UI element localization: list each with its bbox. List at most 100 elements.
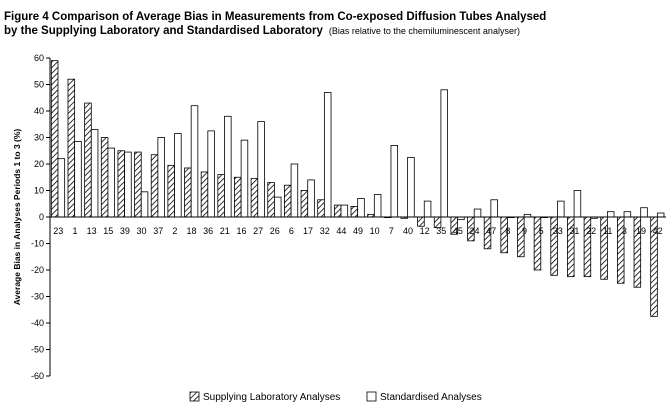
x-tick-label: 27 xyxy=(253,226,263,236)
bar-standardised xyxy=(107,147,116,218)
chart-title-line1: Figure 4 Comparison of Average Bias in M… xyxy=(4,11,547,23)
bar-supplying-lab xyxy=(217,174,225,218)
x-tick-label: 9 xyxy=(522,226,527,236)
x-tick-label: 40 xyxy=(403,226,413,236)
y-tick-label: -60 xyxy=(31,371,44,381)
bar-standardised xyxy=(290,163,299,218)
bar-standardised xyxy=(307,179,315,218)
chart-title: Figure 4 Comparison of Average Bias in M… xyxy=(4,10,546,38)
bar-standardised xyxy=(490,199,498,218)
bar-standardised xyxy=(357,198,365,218)
bar-standardised xyxy=(607,211,615,218)
bar-standardised xyxy=(207,130,215,218)
bar-supplying-lab xyxy=(267,182,275,218)
x-tick-label: 30 xyxy=(137,226,147,236)
x-tick-label: 24 xyxy=(470,226,480,236)
x-tick-label: 10 xyxy=(370,226,380,236)
bar-standardised xyxy=(423,200,432,218)
x-tick-label: 7 xyxy=(389,226,394,236)
y-tick-label: 60 xyxy=(34,53,44,63)
y-tick-label: 50 xyxy=(34,80,44,90)
bar-supplying-lab xyxy=(150,154,159,218)
x-tick-label: 6 xyxy=(289,226,294,236)
chart-title-line2-text: by the Supplying Laboratory and Standard… xyxy=(4,25,323,37)
bar-standardised xyxy=(373,194,382,218)
y-tick-label: -10 xyxy=(31,239,44,249)
bar-standardised xyxy=(473,208,482,218)
bar-supplying-lab xyxy=(134,151,142,218)
bar-standardised xyxy=(557,200,565,218)
bar-standardised xyxy=(157,137,165,218)
x-tick-label: 16 xyxy=(236,226,246,236)
x-tick-label: 26 xyxy=(270,226,280,236)
bar-supplying-lab xyxy=(317,199,325,218)
bar-supplying-lab xyxy=(333,204,342,218)
x-tick-label: 12 xyxy=(420,226,430,236)
bar-standardised xyxy=(390,145,399,218)
x-tick-label: 13 xyxy=(87,226,97,236)
bar-standardised xyxy=(174,133,182,218)
x-tick-label: 44 xyxy=(336,226,346,236)
y-tick-label: -40 xyxy=(31,318,44,328)
x-tick-label: 21 xyxy=(220,226,230,236)
bar-supplying-lab xyxy=(417,216,425,227)
x-tick-label: 47 xyxy=(486,226,496,236)
x-tick-label: 37 xyxy=(153,226,163,236)
bar-supplying-lab xyxy=(284,184,292,218)
x-tick-label: 39 xyxy=(120,226,130,236)
bar-standardised xyxy=(74,141,82,218)
bar-supplying-lab xyxy=(100,137,109,218)
bar-supplying-lab xyxy=(350,205,359,218)
x-tick-label: 33 xyxy=(553,226,563,236)
bar-standardised xyxy=(623,211,632,218)
x-tick-label: 18 xyxy=(187,226,197,236)
legend-label-standardised: Standardised Analyses xyxy=(380,392,482,403)
bar-supplying-lab xyxy=(300,190,309,218)
x-tick-label: 15 xyxy=(103,226,113,236)
y-tick-label: -50 xyxy=(31,345,44,355)
bar-standardised xyxy=(640,207,648,218)
x-tick-label: 17 xyxy=(303,226,313,236)
chart-subtitle: (Bias relative to the chemiluminescent a… xyxy=(328,26,520,36)
bar-standardised xyxy=(440,89,448,218)
bar-supplying-lab xyxy=(167,164,175,218)
x-tick-label: 23 xyxy=(53,226,63,236)
x-tick-label: 2 xyxy=(172,226,177,236)
x-tick-label: 3 xyxy=(622,226,627,236)
y-axis-title: Average Bias in Analyses Periods 1 to 3 … xyxy=(12,129,22,306)
bar-supplying-lab xyxy=(517,216,525,258)
bar-supplying-lab xyxy=(67,78,76,218)
bar-standardised xyxy=(140,191,149,218)
bar-standardised xyxy=(190,105,199,218)
x-tick-label: 19 xyxy=(636,226,646,236)
x-axis: 23 1 13 15 39 30 37 2 18 36 21 16 27 26 6 17 3 2 4 4 4 9 10 7 40… xyxy=(50,216,666,236)
bar-supplying-lab xyxy=(533,216,542,271)
x-tick-label: 11 xyxy=(603,226,612,236)
bar-standardised xyxy=(124,151,132,218)
bar-standardised xyxy=(257,121,265,218)
x-tick-label: 31 xyxy=(569,226,579,236)
y-tick-label: -20 xyxy=(31,265,44,275)
y-axis: -60 -50 -40 -30 -20 -10 0 10 20 30 40 50 60 Average B… xyxy=(12,53,51,381)
bar-standardised xyxy=(224,115,232,218)
bar-standardised xyxy=(90,129,99,218)
y-tick-label: 40 xyxy=(34,106,44,116)
legend: Supplying Laboratory Analyses Standardise… xyxy=(189,391,482,403)
bar-standardised xyxy=(274,196,282,218)
bar-supplying-lab xyxy=(234,176,242,218)
bar-standardised xyxy=(407,156,415,218)
x-tick-label: 1 xyxy=(72,226,77,236)
x-tick-label: 42 xyxy=(653,226,663,236)
chart-title-line2: by the Supplying Laboratory and Standard… xyxy=(4,24,546,38)
bar-standardised xyxy=(323,92,332,218)
bar-standardised xyxy=(57,158,66,218)
y-tick-label: -30 xyxy=(31,292,44,302)
bar-supplying-lab xyxy=(84,102,92,218)
x-tick-label: 36 xyxy=(203,226,213,236)
bar-standardised xyxy=(656,212,665,218)
legend-swatch-supplying xyxy=(189,391,200,402)
x-tick-label: 35 xyxy=(436,226,446,236)
bar-supplying-lab xyxy=(50,60,59,218)
y-tick-label: 20 xyxy=(34,159,44,169)
